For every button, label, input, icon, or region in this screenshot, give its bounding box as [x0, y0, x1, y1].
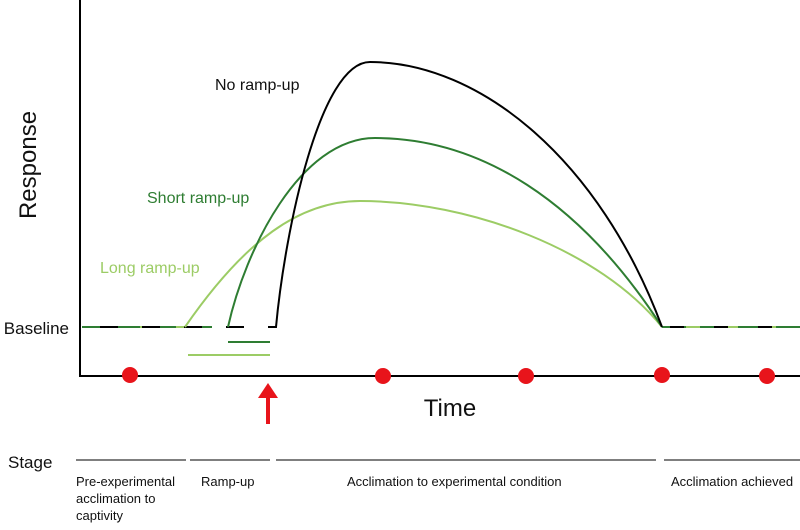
y-axis-label: Response — [15, 111, 42, 219]
long-ramp-up-label: Long ramp-up — [100, 260, 200, 277]
no-ramp-up-label: No ramp-up — [215, 77, 300, 94]
sampling-marker — [122, 367, 138, 383]
baseline-label: Baseline — [4, 319, 69, 338]
stage-acclimation-experimental: Acclimation to experimental condition — [347, 474, 562, 489]
long-ramp-up-curve — [184, 199, 663, 328]
short-ramp-up-label: Short ramp-up — [147, 190, 249, 207]
short-ramp-up-curve — [227, 136, 663, 328]
no-ramp-up-curve — [268, 60, 663, 328]
stage-pre-experimental: Pre-experimental acclimation to captivit… — [76, 474, 179, 523]
sampling-marker — [375, 368, 391, 384]
sampling-marker — [518, 368, 534, 384]
stage-label: Stage — [8, 453, 52, 472]
exposure-start-arrow-icon — [258, 383, 278, 424]
stage-acclimation-achieved: Acclimation achieved — [671, 474, 793, 489]
sampling-marker — [759, 368, 775, 384]
stage-ramp-up: Ramp-up — [201, 474, 254, 489]
sampling-marker — [654, 367, 670, 383]
x-axis-label: Time — [424, 395, 476, 422]
